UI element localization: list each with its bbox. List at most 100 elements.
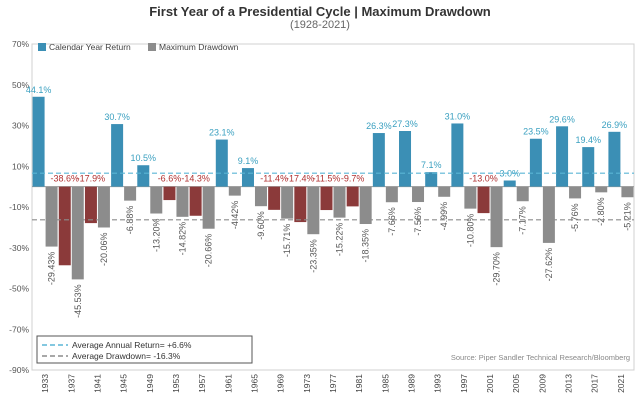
x-tick-label: 1965 <box>249 374 259 393</box>
return-bar <box>451 123 464 187</box>
x-tick-label: 1985 <box>380 374 390 393</box>
drawdown-bar <box>150 186 163 214</box>
drawdown-bar <box>412 186 425 203</box>
drawdown-bar <box>464 186 477 209</box>
x-tick-label: 1989 <box>407 374 417 393</box>
return-bar <box>582 147 595 187</box>
x-tick-label: 1945 <box>119 374 129 393</box>
return-bar <box>268 186 281 210</box>
drawdown-label: -4.42% <box>230 201 240 230</box>
return-label: 7.1% <box>421 160 442 170</box>
drawdown-bar <box>202 186 215 229</box>
drawdown-label: -20.06% <box>99 232 109 266</box>
return-bar <box>503 180 516 187</box>
x-tick-label: 1949 <box>145 374 155 393</box>
return-bar <box>320 186 333 211</box>
drawdown-bar <box>281 186 294 219</box>
drawdown-label: -18.35% <box>361 229 371 263</box>
drawdown-label: -15.71% <box>282 224 292 258</box>
x-tick-label: 1953 <box>171 374 181 393</box>
x-tick-label: 1937 <box>66 374 76 393</box>
drawdown-bar <box>359 186 372 225</box>
x-tick-label: 1993 <box>433 374 443 393</box>
drawdown-bar <box>71 186 84 280</box>
legend-label-return: Calendar Year Return <box>49 42 131 52</box>
return-label: -11.5% <box>313 174 341 184</box>
legend-swatch-drawdown <box>148 43 156 51</box>
drawdown-bar <box>45 186 58 247</box>
return-bar <box>294 186 307 223</box>
return-label: 9.1% <box>238 156 259 166</box>
x-tick-label: 1961 <box>223 374 233 393</box>
return-label: -17.4% <box>286 174 315 184</box>
drawdown-bar <box>176 186 189 217</box>
average-drawdown-legend-label: Average Drawdown= -16.3% <box>72 351 181 361</box>
drawdown-label: -7.56% <box>413 207 423 236</box>
drawdown-bar <box>228 186 241 196</box>
x-tick-label: 2001 <box>485 374 495 393</box>
x-tick-label: 2009 <box>537 374 547 393</box>
drawdown-bar <box>333 186 346 218</box>
drawdown-label: -29.43% <box>47 252 57 286</box>
y-tick-label: -50% <box>9 284 29 294</box>
drawdown-label: -20.66% <box>204 234 214 268</box>
return-bar <box>111 124 124 187</box>
y-tick-label: 70% <box>12 39 29 49</box>
drawdown-bar <box>307 186 320 235</box>
drawdown-label: -45.53% <box>73 284 83 318</box>
return-bar <box>84 186 97 224</box>
drawdown-label: -9.60% <box>256 211 266 240</box>
drawdown-label: -14.82% <box>177 222 187 256</box>
legend-swatch-return <box>38 43 46 51</box>
chart-subtitle: (1928-2021) <box>290 19 350 31</box>
return-label: 23.5% <box>523 127 549 137</box>
drawdown-label: -7.17% <box>518 206 528 235</box>
drawdown-bar <box>254 186 267 207</box>
return-bar <box>163 186 176 201</box>
y-tick-label: -90% <box>9 365 29 375</box>
return-label: 31.0% <box>445 111 471 121</box>
y-tick-label: 50% <box>12 80 29 90</box>
return-bar <box>608 131 621 187</box>
y-tick-label: -70% <box>9 324 29 334</box>
return-bar <box>215 139 228 187</box>
return-label: 27.3% <box>392 119 418 129</box>
return-label: 3.0% <box>499 169 520 179</box>
drawdown-bar <box>97 186 110 228</box>
drawdown-label: -7.66% <box>387 207 397 236</box>
x-tick-label: 1933 <box>40 374 50 393</box>
y-tick-label: -10% <box>9 202 29 212</box>
return-label: 23.1% <box>209 128 235 138</box>
legend-label-drawdown: Maximum Drawdown <box>159 42 239 52</box>
return-label: 10.5% <box>131 153 157 163</box>
drawdown-bar <box>385 186 398 203</box>
return-bar <box>241 168 254 187</box>
return-label: 29.6% <box>549 114 575 124</box>
y-tick-label: 10% <box>12 161 29 171</box>
drawdown-bar <box>124 186 137 201</box>
y-tick-label: 30% <box>12 121 29 131</box>
x-tick-label: 2013 <box>564 374 574 393</box>
drawdown-bar <box>490 186 503 248</box>
return-bar <box>58 186 71 266</box>
plot-frame <box>31 43 635 371</box>
return-bar <box>32 96 45 187</box>
x-tick-label: 1997 <box>459 374 469 393</box>
drawdown-bar <box>438 186 451 197</box>
return-label: 26.9% <box>602 120 628 130</box>
return-bar <box>529 138 542 187</box>
x-tick-label: 2005 <box>511 374 521 393</box>
drawdown-label: -10.80% <box>465 214 475 248</box>
x-tick-label: 1981 <box>354 374 364 393</box>
return-label: -9.7% <box>341 174 365 184</box>
y-tick-label: -30% <box>9 243 29 253</box>
x-tick-label: 2017 <box>590 374 600 393</box>
return-label: 26.3% <box>366 121 392 131</box>
return-bar <box>137 165 150 187</box>
drawdown-label: -4.99% <box>439 202 449 231</box>
x-tick-label: 1977 <box>328 374 338 393</box>
return-label: -14.3% <box>181 174 210 184</box>
x-tick-label: 1941 <box>92 374 102 393</box>
x-tick-label: 1973 <box>302 374 312 393</box>
